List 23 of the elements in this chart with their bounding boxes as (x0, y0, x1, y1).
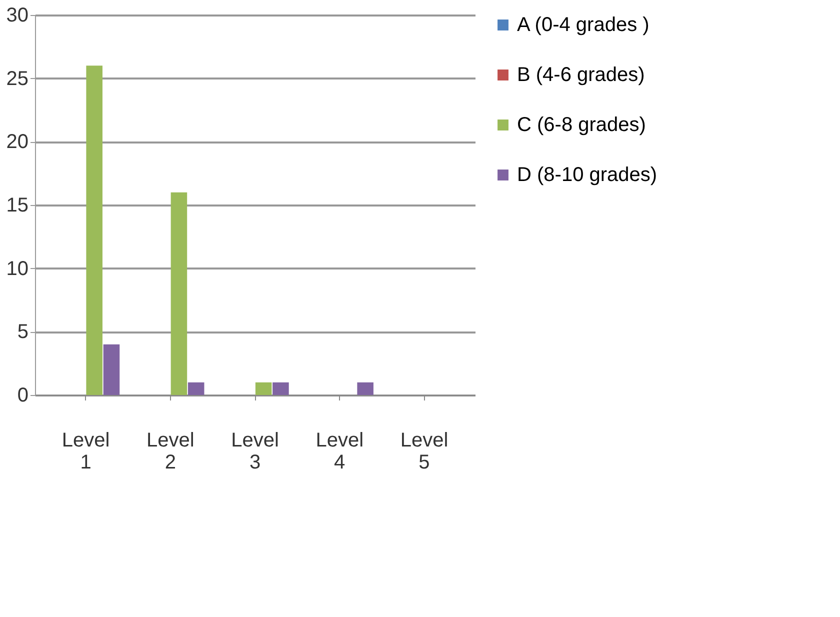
y-tick-label: 15 (6, 194, 28, 216)
y-tick-label: 5 (17, 321, 28, 344)
legend-label: C (6-8 grades) (517, 114, 646, 136)
legend-label: A (0-4 grades ) (517, 14, 650, 36)
x-tick-label: Level 4 (316, 430, 364, 474)
bar (86, 66, 102, 395)
y-tick-label: 20 (6, 131, 28, 154)
legend-label: B (4-6 grades) (517, 64, 645, 86)
bar (103, 344, 120, 395)
x-tick-label: Level 1 (62, 430, 110, 474)
x-tick-label: Level 3 (231, 430, 279, 474)
bar (255, 382, 272, 395)
y-tick-label: 30 (6, 4, 28, 26)
legend-label: D (8-10 grades) (517, 164, 658, 186)
bar (188, 382, 204, 395)
y-tick-label: 0 (17, 384, 28, 406)
y-tick-label: 10 (6, 258, 28, 280)
y-tick-label: 25 (6, 68, 28, 90)
bar (170, 192, 188, 395)
bar (357, 382, 374, 395)
bar (272, 382, 289, 395)
x-tick-label: Level 5 (400, 430, 448, 474)
x-tick-label: Level 2 (146, 430, 194, 474)
